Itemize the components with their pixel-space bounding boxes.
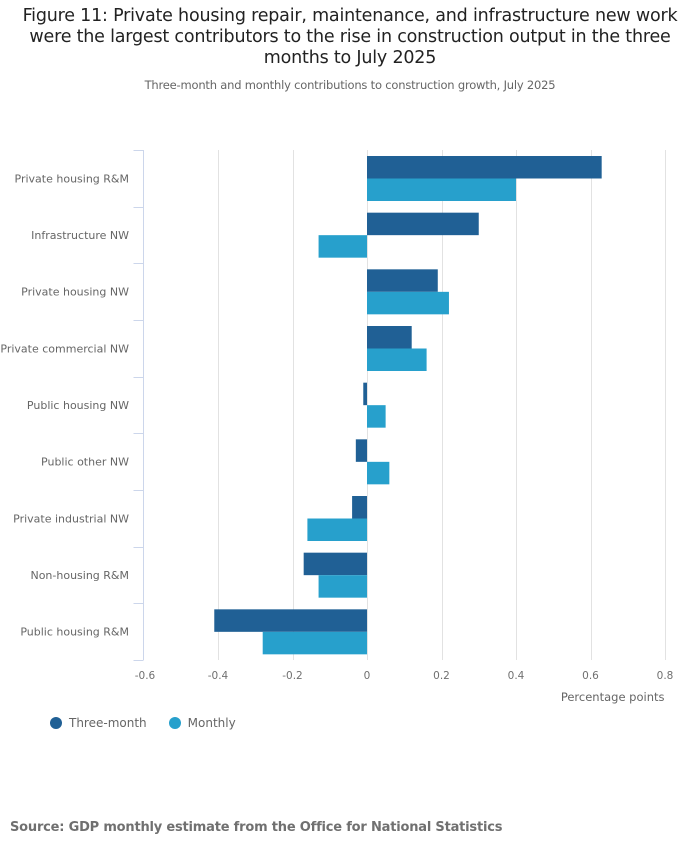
legend-marker-three-month <box>50 717 62 729</box>
bar-three-month[interactable] <box>367 156 602 179</box>
legend: Three-month Monthly <box>50 716 258 730</box>
category-label: Infrastructure NW <box>31 229 129 242</box>
x-tick-label: 0.6 <box>582 670 599 682</box>
x-axis-title: Percentage points <box>561 690 665 704</box>
category-label: Public other NW <box>41 456 129 469</box>
bar-monthly[interactable] <box>262 631 367 655</box>
chart-title: Figure 11: Private housing repair, maint… <box>22 6 678 68</box>
x-tick-label: -0.6 <box>135 670 156 682</box>
source-note: Source: GDP monthly estimate from the Of… <box>10 820 503 835</box>
category-label: Private commercial NW <box>0 342 129 355</box>
y-axis: Private housing R&M Infrastructure NW Priv… <box>0 150 144 661</box>
category-label: Private housing NW <box>21 286 129 299</box>
bar-three-month[interactable] <box>367 212 479 236</box>
chart-subtitle: Three-month and monthly contributions to… <box>144 78 556 92</box>
bar-monthly[interactable] <box>367 291 449 315</box>
x-tick-label: 0.8 <box>657 670 674 682</box>
category-label: Public housing NW <box>27 399 129 412</box>
bar-three-month[interactable] <box>355 439 367 462</box>
x-tick-label: -0.2 <box>282 670 303 682</box>
bar-monthly[interactable] <box>367 405 386 428</box>
bar-three-month[interactable] <box>363 382 367 406</box>
bar-three-month[interactable] <box>352 496 367 519</box>
x-tick-label: -0.4 <box>208 670 229 682</box>
bar-three-month[interactable] <box>367 269 438 292</box>
category-label: Private housing R&M <box>15 172 129 185</box>
legend-marker-monthly <box>168 717 181 729</box>
bar-three-month[interactable] <box>367 326 412 349</box>
bar-monthly[interactable] <box>367 348 427 372</box>
bar-three-month[interactable] <box>303 552 367 576</box>
category-label: Non-housing R&M <box>30 569 129 582</box>
legend-item-three-month[interactable]: Three-month <box>50 716 147 730</box>
category-label: Public housing R&M <box>20 626 129 639</box>
bar-monthly[interactable] <box>318 575 367 598</box>
bar-three-month[interactable] <box>214 609 367 632</box>
bars <box>214 156 602 655</box>
x-tick-label: 0 <box>364 670 371 682</box>
legend-label-monthly: Monthly <box>187 716 236 730</box>
bar-monthly[interactable] <box>367 461 390 485</box>
bar-monthly[interactable] <box>307 518 367 542</box>
x-tick-label: 0.4 <box>508 670 525 682</box>
legend-label-three-month: Three-month <box>69 716 147 730</box>
bar-monthly[interactable] <box>367 178 516 202</box>
category-label: Private industrial NW <box>13 512 129 525</box>
x-tick-label: 0.2 <box>433 670 450 682</box>
x-axis-ticks: -0.6 -0.4 -0.2 0 0.2 0.4 0.6 0.8 <box>135 670 674 682</box>
bar-monthly[interactable] <box>318 235 367 258</box>
legend-item-monthly[interactable]: Monthly <box>168 716 236 730</box>
